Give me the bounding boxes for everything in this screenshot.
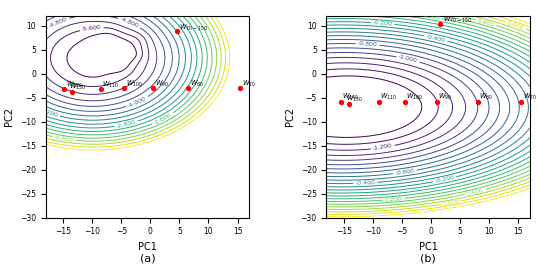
- Text: $W_{150}$: $W_{150}$: [69, 82, 86, 92]
- Text: $W_{70-150}$: $W_{70-150}$: [443, 15, 471, 25]
- Text: -4.000: -4.000: [128, 96, 147, 109]
- Text: 0.200: 0.200: [385, 196, 403, 203]
- Title: (b): (b): [420, 254, 436, 264]
- Title: (a): (a): [140, 254, 155, 264]
- Text: $W_{110}$: $W_{110}$: [102, 79, 119, 89]
- Text: 0.600: 0.600: [506, 20, 525, 30]
- Text: -3.200: -3.200: [38, 107, 59, 118]
- Text: -5.600: -5.600: [82, 25, 102, 32]
- Text: 0.600: 0.600: [442, 199, 460, 207]
- Text: -4.800: -4.800: [48, 16, 68, 29]
- Text: $W_{80}$: $W_{80}$: [479, 92, 493, 102]
- Text: $W_{120}$: $W_{120}$: [66, 79, 83, 89]
- Text: 0.400: 0.400: [477, 18, 495, 27]
- Text: $W_{70}$: $W_{70}$: [522, 92, 537, 102]
- Text: -0.400: -0.400: [426, 34, 446, 43]
- X-axis label: PC1: PC1: [138, 242, 157, 252]
- Text: $W_{70}$: $W_{70}$: [242, 78, 256, 89]
- Text: $W_{100}$: $W_{100}$: [406, 92, 423, 102]
- Text: -1.000: -1.000: [398, 55, 418, 64]
- Text: $W_{100}$: $W_{100}$: [125, 78, 143, 89]
- Text: $W_{110}$: $W_{110}$: [380, 92, 397, 102]
- Text: -0.200: -0.200: [435, 175, 455, 184]
- Text: 0.400: 0.400: [466, 187, 484, 196]
- Text: $W_{90}$: $W_{90}$: [438, 92, 452, 102]
- Y-axis label: PC2: PC2: [285, 107, 295, 126]
- X-axis label: PC1: PC1: [419, 242, 437, 252]
- Y-axis label: PC2: PC2: [4, 107, 15, 126]
- Text: -0.400: -0.400: [355, 180, 376, 186]
- Text: -0.200: -0.200: [373, 20, 393, 27]
- Text: $W_{80}$: $W_{80}$: [189, 78, 203, 89]
- Text: -0.800: -0.800: [54, 135, 74, 143]
- Text: -1.600: -1.600: [153, 112, 173, 126]
- Text: -0.600: -0.600: [395, 168, 415, 176]
- Text: $W_{90}$: $W_{90}$: [154, 78, 169, 89]
- Text: -2.400: -2.400: [116, 119, 137, 129]
- Text: -1.200: -1.200: [372, 144, 393, 152]
- Text: $W_{140}$: $W_{140}$: [342, 92, 359, 102]
- Text: 0.200: 0.200: [422, 13, 441, 21]
- Text: -4.800: -4.800: [119, 16, 139, 29]
- Text: $W_{150}$: $W_{150}$: [346, 94, 363, 104]
- Text: -0.800: -0.800: [358, 41, 378, 48]
- Text: $W_{70-150}$: $W_{70-150}$: [179, 22, 208, 33]
